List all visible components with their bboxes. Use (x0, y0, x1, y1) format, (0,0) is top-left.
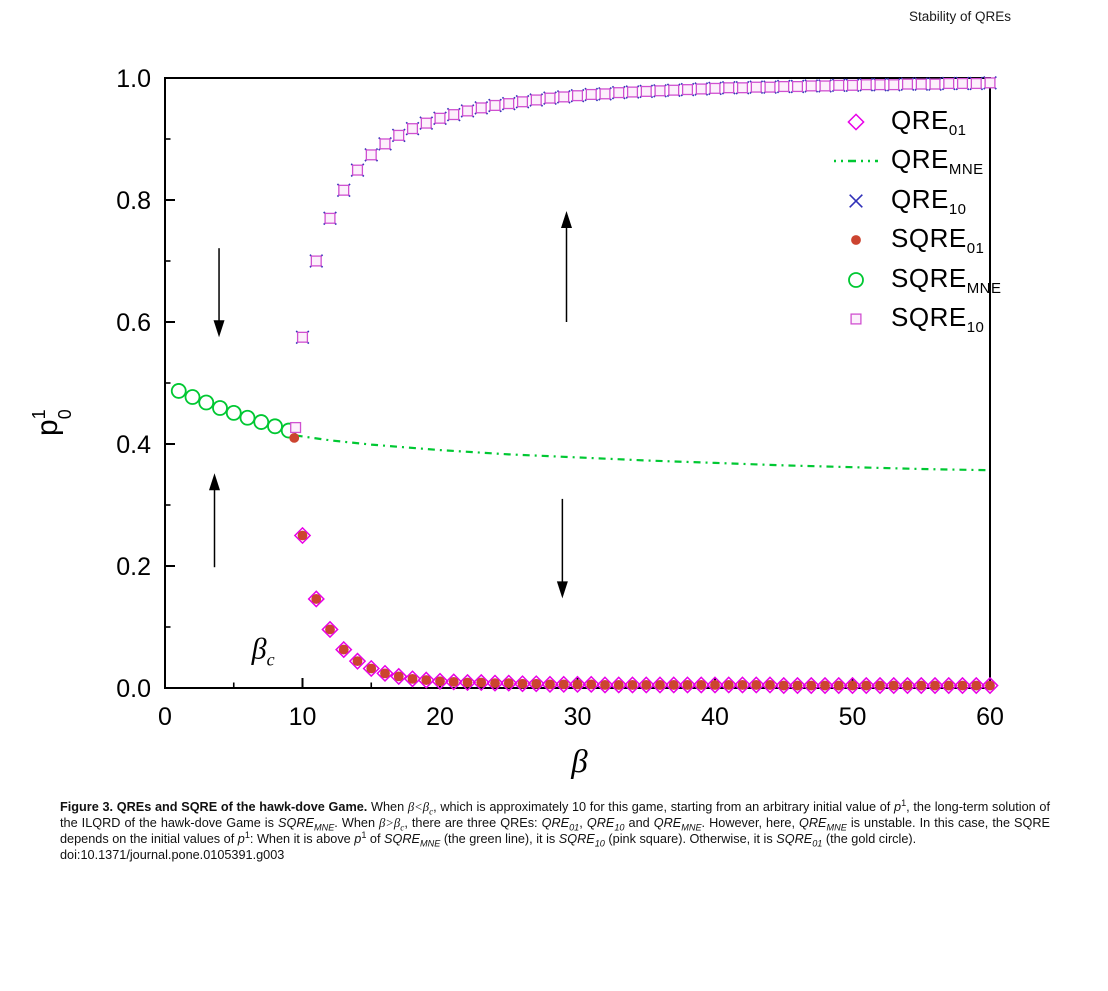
x-tick-label: 50 (839, 703, 867, 731)
caption-doi: doi:10.1371/journal.pone.0105391.g003 (60, 848, 285, 862)
legend-label: QREMNE (891, 144, 984, 179)
figure-area: 0 10 20 30 40 50 60 0.0 0.2 0.4 0.6 0.8 1.0 β p1 0 βc QR… (29, 65, 1083, 780)
x-tick-label: 10 (289, 703, 317, 731)
flow-arrow (213, 248, 225, 338)
open-square-icon (833, 303, 879, 335)
x-tick-label: 30 (564, 703, 592, 731)
running-head: Stability of QREs (908, 9, 1011, 24)
flow-arrow (561, 210, 572, 322)
filled-circle-icon (833, 224, 879, 256)
flow-arrow (209, 473, 220, 568)
y-tick-label: 0.4 (116, 431, 151, 459)
bifurcation-point-sqre01 (289, 433, 300, 443)
legend-label: SQRE10 (891, 302, 985, 337)
legend-item-qre-01: QRE01 (833, 102, 1083, 142)
x-cross-icon (833, 185, 879, 217)
legend-label: SQRE01 (891, 223, 985, 258)
flow-arrow (556, 498, 568, 599)
x-tick-label: 0 (158, 703, 172, 731)
x-tick-label: 40 (701, 703, 729, 731)
series-qre-01 (293, 526, 999, 695)
series-qre-mne-line (295, 434, 991, 472)
beta-c-label: βc (251, 633, 275, 670)
series-sqre-01 (297, 530, 995, 691)
legend-item-sqre-mne: SQREMNE (833, 260, 1083, 300)
x-tick-label: 60 (976, 703, 1004, 731)
series-sqre-10 (296, 77, 996, 343)
bifurcation-point-sqre10 (290, 421, 302, 434)
legend-item-qre-mne: QREMNE (833, 142, 1083, 182)
legend-item-sqre-01: SQRE01 (833, 221, 1083, 261)
legend-item-sqre-10: SQRE10 (833, 300, 1083, 340)
caption-text: Figure 3. QREs and SQRE of the hawk-dove… (60, 797, 1051, 849)
y-tick-label: 0.0 (116, 675, 151, 703)
y-tick-label: 1.0 (116, 65, 151, 93)
chart-legend: QRE01 QREMNE QRE10 SQRE01 SQREMNE SQRE10 (833, 102, 1083, 339)
chart-plot: 0 10 20 30 40 50 60 0.0 0.2 0.4 0.6 0.8 1.0 β p1 0 βc (29, 65, 1004, 780)
legend-label: QRE01 (891, 104, 967, 139)
figure-caption: Figure 3. QREs and SQRE of the hawk-dove… (60, 797, 1051, 863)
legend-label: QRE10 (891, 183, 967, 218)
legend-item-qre-10: QRE10 (833, 181, 1083, 221)
y-axis-label: p1 0 (29, 409, 75, 436)
y-tick-label: 0.8 (116, 187, 151, 215)
y-tick-label: 0.6 (116, 309, 151, 337)
series-sqre-mne (170, 383, 297, 439)
open-diamond-icon (833, 106, 879, 138)
x-axis-label: β (570, 744, 588, 780)
dash-dot-line-icon (833, 145, 879, 177)
x-tick-label: 20 (426, 703, 454, 731)
legend-label: SQREMNE (891, 262, 1002, 297)
y-tick-label: 0.2 (116, 553, 151, 581)
axis-ticks: 0 10 20 30 40 50 60 0.0 0.2 0.4 0.6 0.8 1.0 (116, 65, 1004, 731)
open-circle-icon (833, 264, 879, 296)
